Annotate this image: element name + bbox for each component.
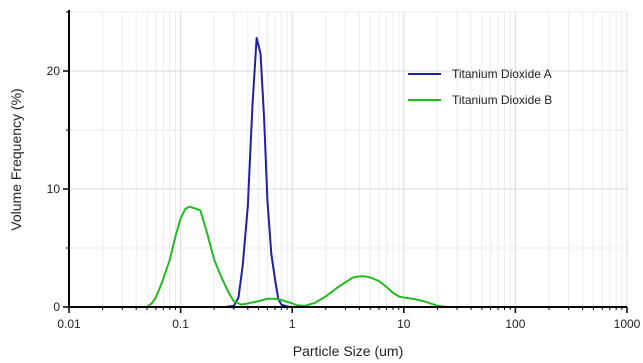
x-tick-label: 100 xyxy=(505,317,525,331)
x-tick-label: 1 xyxy=(289,317,296,331)
x-tick-label: 10 xyxy=(397,317,411,331)
y-tick-label: 20 xyxy=(47,64,61,78)
y-tick-label: 10 xyxy=(47,182,61,196)
grid xyxy=(68,11,628,307)
legend: Titanium Dioxide A Titanium Dioxide B xyxy=(408,67,552,107)
x-tick-label: 0.1 xyxy=(172,317,189,331)
legend-label-2: Titanium Dioxide B xyxy=(452,93,552,107)
series-line-2 xyxy=(107,205,627,308)
axes: 0.01 0.1 1 10 100 1000 0 10 20 xyxy=(47,10,641,331)
y-axis-title: Volume Frequency (%) xyxy=(8,88,24,230)
x-tick-label: 0.01 xyxy=(57,317,81,331)
legend-label-1: Titanium Dioxide A xyxy=(452,67,552,81)
y-tick-label: 0 xyxy=(53,300,60,314)
x-axis-title: Particle Size (um) xyxy=(293,343,403,359)
x-tick-label: 1000 xyxy=(614,317,641,331)
